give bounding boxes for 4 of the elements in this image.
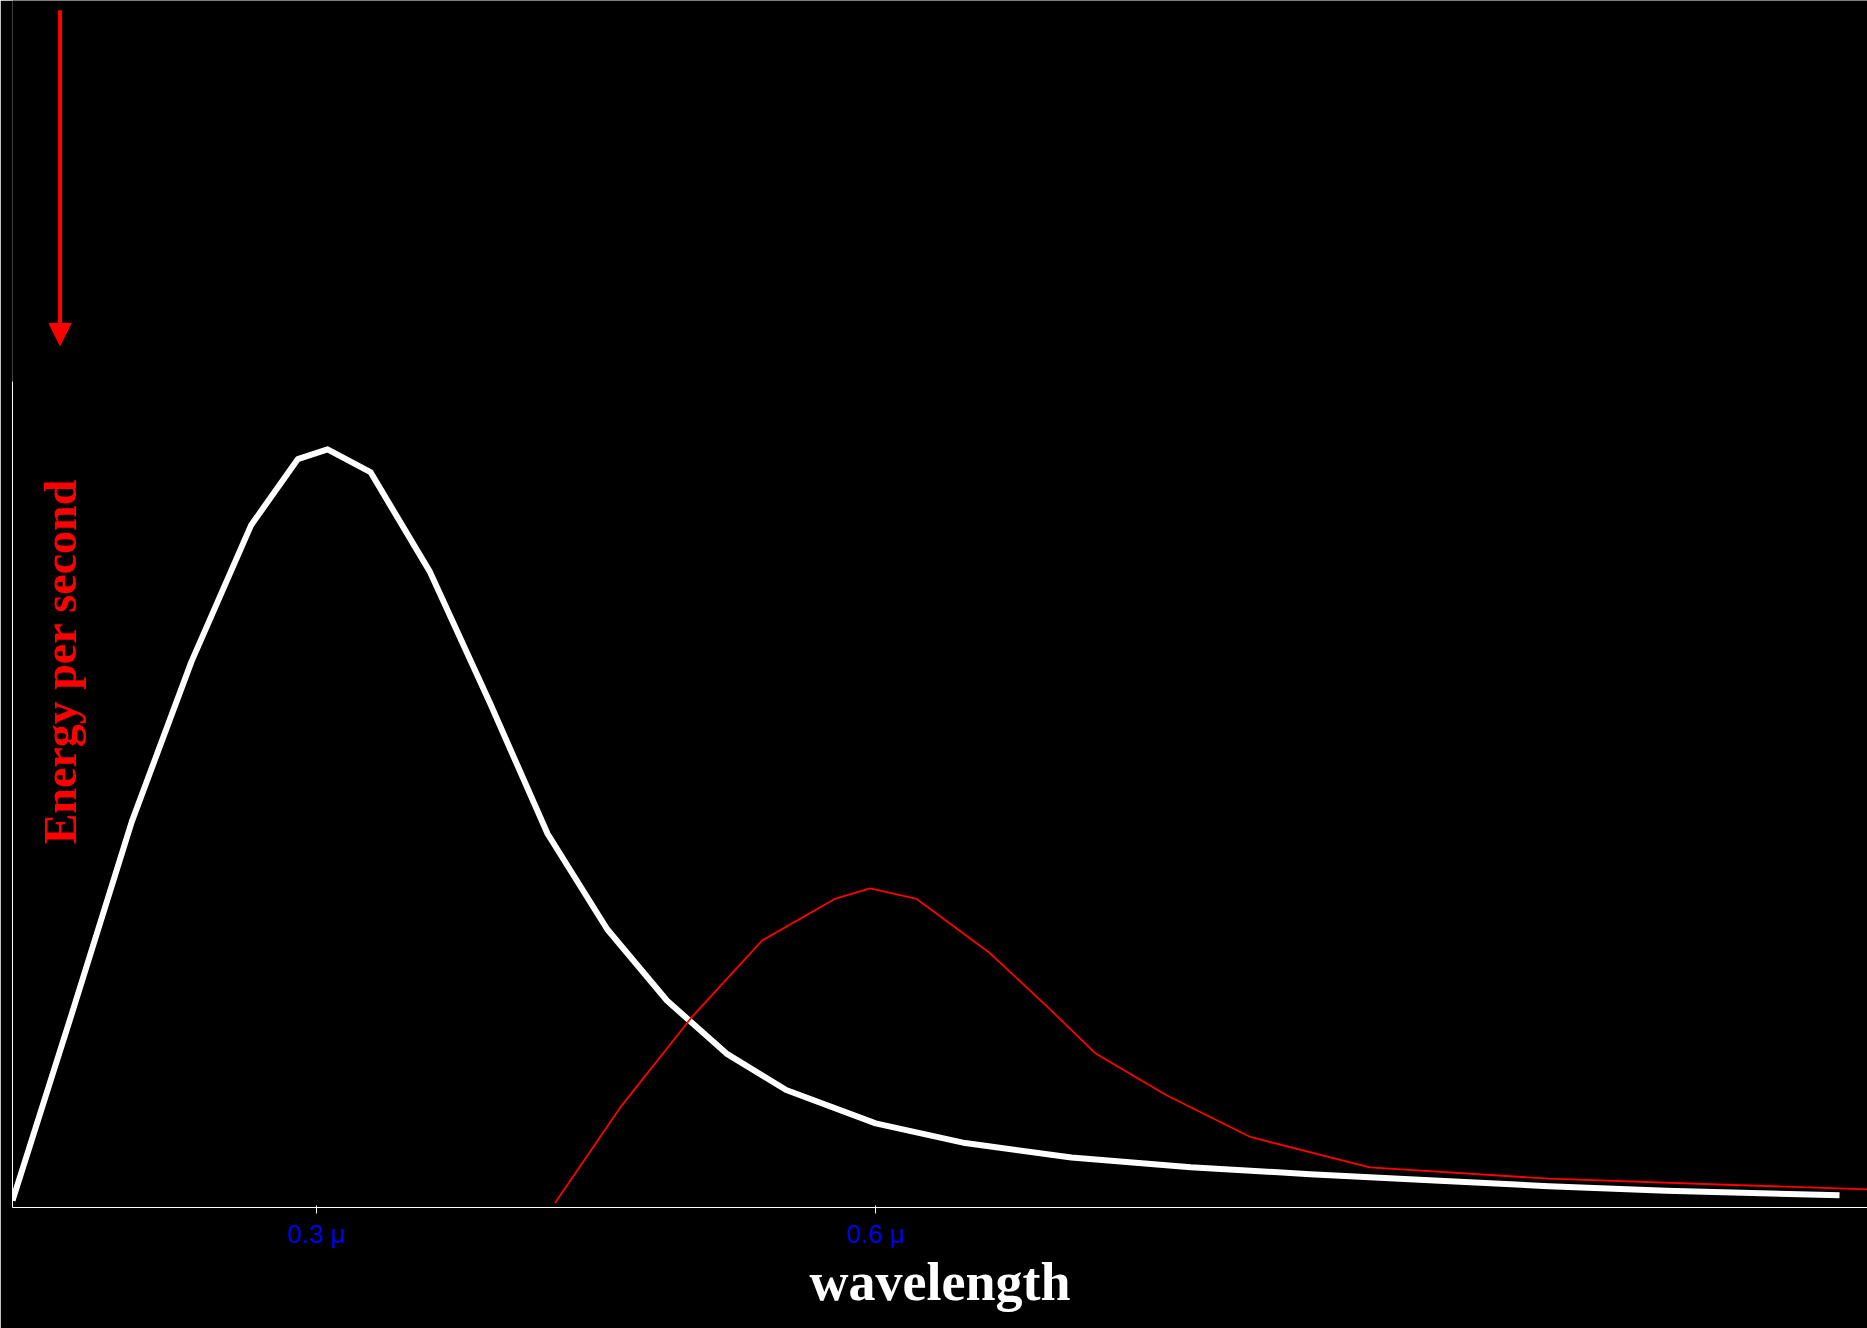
x-tick-label: 0.3 μ — [287, 1218, 346, 1249]
x-tick-label: 0.6 μ — [846, 1218, 905, 1249]
x-axis-title: wavelength — [809, 1251, 1071, 1312]
y-axis-title: Energy per second — [34, 479, 86, 845]
